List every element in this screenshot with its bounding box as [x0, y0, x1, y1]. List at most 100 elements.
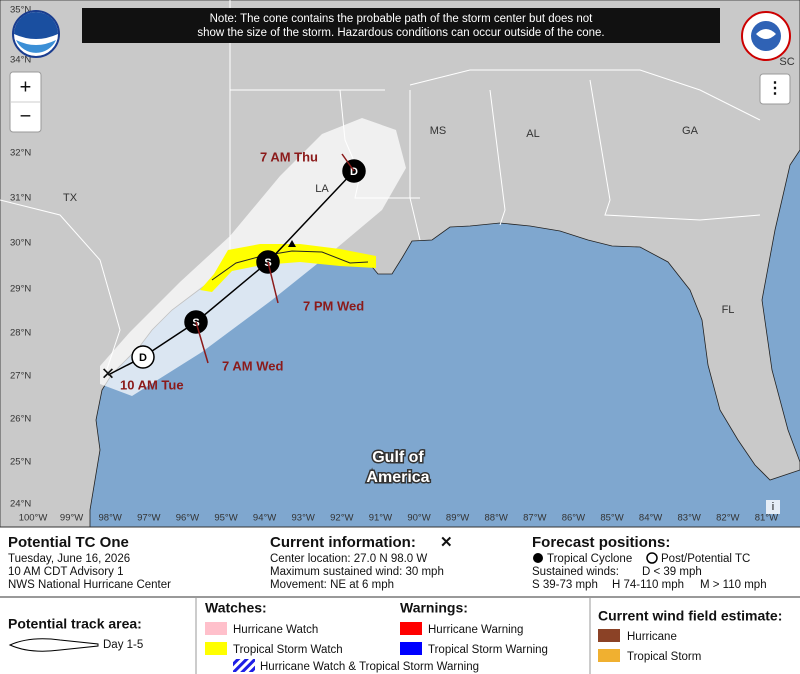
lon-label: 83°W [678, 513, 701, 524]
lon-label: 96°W [176, 513, 199, 524]
watches-title: Watches: [205, 600, 267, 616]
forecast-label: 7 AM Thu [260, 149, 318, 164]
lon-label: 94°W [253, 513, 276, 524]
storm-source: NWS National Hurricane Center [8, 579, 171, 591]
lat-label: 31°N [10, 193, 31, 204]
track-area-title: Potential track area: [8, 616, 142, 632]
swatch [400, 642, 422, 655]
track-area-day: Day 1-5 [103, 639, 143, 651]
water-label: Gulf of [372, 449, 424, 466]
axes: 35°N 34°N 32°N 31°N 30°N 29°N 28°N 27°N 26°N 25°N… [10, 5, 778, 524]
marker [288, 240, 296, 247]
lat-label: 27°N [10, 371, 31, 382]
forecast-item: D < 39 mph [642, 566, 702, 578]
lon-label: 91°W [369, 513, 392, 524]
wind-title: Current wind field estimate: [598, 608, 782, 624]
lon-label: 87°W [523, 513, 546, 524]
swatch [598, 629, 620, 642]
forecast-label: 7 AM Wed [222, 358, 283, 373]
warning-item: Tropical Storm Warning [428, 644, 548, 656]
state-label: AL [526, 128, 539, 140]
forecast-label: 7 PM Wed [303, 298, 364, 313]
note-box [82, 8, 720, 43]
warning-item: Hurricane Warning [428, 624, 523, 636]
lon-label: 89°W [446, 513, 469, 524]
state-label: TX [63, 192, 78, 204]
current-title: Current information: [270, 534, 416, 551]
state-labels: SC MS AL GA LA TX FL [63, 56, 795, 316]
forecast-item: M > 110 mph [700, 579, 767, 591]
lon-label: 97°W [137, 513, 160, 524]
swatch [598, 649, 620, 662]
current-line: Maximum sustained wind: 30 mph [270, 566, 444, 578]
lat-label: 28°N [10, 328, 31, 339]
zoom-in[interactable]: + [20, 76, 32, 98]
water-label: America [366, 469, 429, 486]
tc-icon [533, 553, 543, 563]
lon-label: 95°W [214, 513, 237, 524]
lat-label: 26°N [10, 414, 31, 425]
forecast-item: H 74-110 mph [612, 579, 684, 591]
lon-label: 93°W [292, 513, 315, 524]
lon-label: 100°W [19, 513, 48, 524]
info-bg [766, 500, 780, 514]
lon-label: 86°W [562, 513, 585, 524]
lat-label: 35°N [10, 5, 31, 16]
current-line: Movement: NE at 6 mph [270, 579, 394, 591]
lon-label: 90°W [407, 513, 430, 524]
menu-button-bg [759, 73, 791, 105]
lat-label: 30°N [10, 238, 31, 249]
lat-label: 32°N [10, 148, 31, 159]
state-label: SC [779, 56, 794, 68]
forecast-item: Tropical Cyclone [547, 553, 632, 565]
lon-label: 81°W [755, 513, 778, 524]
swatch [233, 659, 255, 672]
note-line: Note: The cone contains the probable pat… [210, 13, 594, 25]
forecast-item: Sustained winds: [532, 566, 619, 578]
note-line: show the size of the storm. Hazardous co… [197, 27, 604, 39]
lon-label: 88°W [485, 513, 508, 524]
leader-line [341, 153, 355, 172]
lon-label: 92°W [330, 513, 353, 524]
current-symbol: ✕ [440, 534, 453, 551]
menu-button[interactable]: ⋮ [767, 80, 783, 97]
forecast-symbol: D [350, 166, 358, 178]
forecast-item: S 39-73 mph [532, 579, 598, 591]
nws-logo [741, 11, 791, 61]
forecast-symbol: D [139, 352, 147, 364]
forecast-label: 10 AM Tue [120, 377, 184, 392]
leader-line [267, 261, 279, 304]
storm-name: Potential TC One [8, 534, 129, 551]
watch-item: Hurricane Watch [233, 624, 318, 636]
cone-icon [8, 638, 99, 652]
legend: Potential TC One Tuesday, June 16, 2026 … [0, 526, 800, 674]
storm-date: Tuesday, June 16, 2026 [8, 553, 130, 565]
forecast-point [131, 345, 155, 369]
swatch [205, 622, 227, 635]
lat-label: 34°N [10, 55, 31, 66]
current-position: ✕ [101, 364, 115, 383]
forecast-item: Post/Potential TC [661, 553, 750, 565]
coast [211, 250, 369, 281]
lon-label: 99°W [60, 513, 83, 524]
state-label: LA [315, 183, 329, 195]
state-label: FL [722, 304, 735, 316]
storm-advisory: 10 AM CDT Advisory 1 [8, 566, 123, 578]
lon-label: 85°W [600, 513, 623, 524]
wind-item: Hurricane [627, 631, 677, 643]
state-label: GA [682, 125, 699, 137]
lat-label: 25°N [10, 457, 31, 468]
warnings-title: Warnings: [400, 600, 468, 616]
leader-line [195, 321, 209, 364]
swatch [400, 622, 422, 635]
state-label: MS [430, 125, 447, 137]
lon-label: 98°W [99, 513, 122, 524]
info-button[interactable]: i [772, 501, 774, 513]
wind-item: Tropical Storm [627, 651, 701, 663]
zoom-out[interactable]: − [20, 105, 32, 127]
swatch [205, 642, 227, 655]
current-line: Center location: 27.0 N 98.0 W [270, 553, 427, 565]
